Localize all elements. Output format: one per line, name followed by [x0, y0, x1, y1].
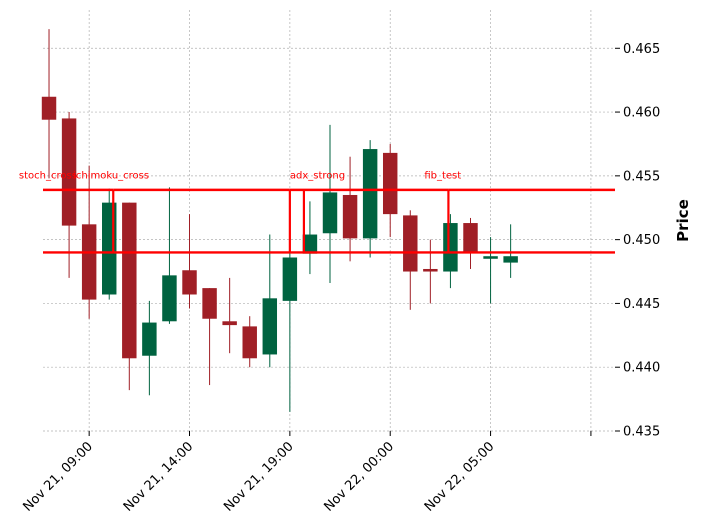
- signal-annotation: ichimoku_cross: [73, 170, 149, 181]
- x-tick-label: Nov 22, 05:00: [422, 439, 498, 515]
- candle-body: [61, 118, 77, 226]
- y-tick-label: 0.445: [623, 297, 660, 312]
- grid: [43, 10, 615, 432]
- candle-body: [403, 215, 418, 272]
- signal-annotation: fib_test: [424, 170, 461, 181]
- signal-annotation: stoch_cross: [19, 170, 77, 181]
- candle-body: [262, 298, 278, 355]
- candle-body: [142, 322, 157, 356]
- signal-annotation: adx_strong: [290, 170, 345, 181]
- candle-body: [463, 223, 478, 253]
- x-tick-label: Nov 21, 09:00: [20, 439, 96, 515]
- candle-body: [362, 149, 378, 239]
- candle-body: [443, 223, 458, 272]
- x-tick-label: Nov 22, 00:00: [322, 439, 398, 515]
- y-tick-label: 0.455: [623, 169, 660, 184]
- candle-body: [302, 234, 318, 254]
- candles: [41, 29, 518, 412]
- y-tick-label: 0.435: [623, 425, 660, 440]
- candle-body: [242, 326, 257, 359]
- candle-body: [202, 288, 217, 319]
- candle-body: [162, 275, 177, 322]
- y-tick-label: 0.450: [623, 233, 660, 248]
- y-tick-label: 0.460: [623, 106, 660, 121]
- y-tick-label: 0.465: [623, 42, 660, 57]
- candle-body: [503, 256, 518, 263]
- y-axis-label: Price: [674, 199, 692, 242]
- candle-body: [81, 224, 97, 300]
- candle-body: [182, 270, 197, 295]
- candle-body: [222, 321, 237, 326]
- y-tick-label: 0.440: [623, 361, 660, 376]
- candle-body: [322, 192, 338, 234]
- candle-body: [122, 202, 137, 359]
- candle-body: [342, 194, 358, 239]
- level-lines: [43, 188, 615, 254]
- x-tick-label: Nov 21, 19:00: [221, 439, 297, 515]
- candle-body: [282, 257, 298, 301]
- candle-body: [483, 256, 498, 259]
- x-tick-label: Nov 21, 14:00: [121, 439, 197, 515]
- candle-body: [41, 96, 57, 120]
- candle-body: [382, 152, 398, 215]
- candle-body: [423, 268, 438, 272]
